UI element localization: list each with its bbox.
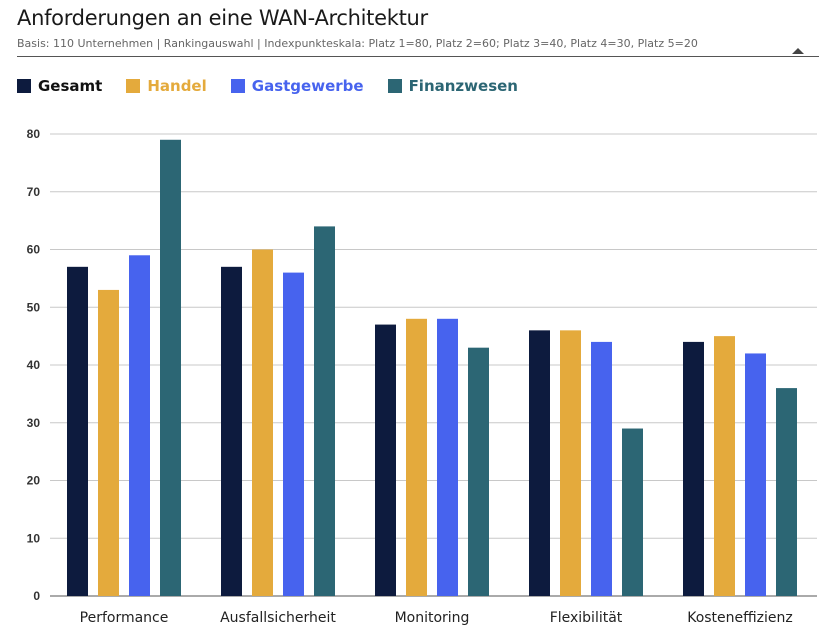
bar bbox=[406, 318, 427, 596]
legend-label: Handel bbox=[147, 77, 207, 95]
y-tick-label: 80 bbox=[27, 127, 41, 141]
legend-swatch bbox=[126, 79, 141, 93]
bar bbox=[776, 388, 797, 596]
bar bbox=[622, 428, 643, 596]
legend-label: Finanzwesen bbox=[408, 77, 518, 95]
chart-subtitle: Basis: 110 Unternehmen | Rankingauswahl … bbox=[17, 37, 698, 50]
bar bbox=[375, 324, 396, 596]
legend-item-gastgewerbe[interactable]: Gastgewerbe bbox=[230, 77, 364, 95]
bar bbox=[714, 336, 735, 596]
y-tick-label: 0 bbox=[33, 589, 40, 603]
bar bbox=[221, 266, 242, 596]
bar bbox=[529, 330, 550, 596]
y-tick-label: 70 bbox=[27, 185, 41, 199]
bar bbox=[67, 266, 88, 596]
x-category-label: Flexibilität bbox=[550, 610, 623, 626]
bar bbox=[745, 353, 766, 596]
legend-label: Gesamt bbox=[38, 77, 103, 95]
bar bbox=[160, 139, 181, 596]
legend-swatch bbox=[230, 79, 245, 93]
legend-item-handel[interactable]: Handel bbox=[126, 77, 207, 95]
chart-title: Anforderungen an eine WAN-Architektur bbox=[17, 6, 428, 30]
legend-swatch bbox=[17, 79, 31, 93]
y-tick-label: 10 bbox=[27, 531, 41, 545]
title-divider bbox=[17, 56, 819, 57]
x-category-label: Performance bbox=[80, 610, 169, 626]
bar bbox=[683, 341, 704, 596]
legend-item-gesamt[interactable]: Gesamt bbox=[17, 77, 102, 95]
bar bbox=[283, 272, 304, 596]
bar bbox=[129, 255, 150, 596]
legend-label: Gastgewerbe bbox=[251, 77, 364, 95]
y-tick-label: 50 bbox=[27, 300, 41, 314]
y-tick-label: 30 bbox=[27, 416, 41, 430]
bar bbox=[591, 341, 612, 596]
bar bbox=[437, 318, 458, 596]
chart-legend: Gesamt Handel Gastgewerbe Finanzwesen bbox=[17, 77, 518, 95]
bar bbox=[468, 347, 489, 596]
triangle-up-icon[interactable] bbox=[792, 48, 804, 54]
x-category-label: Ausfallsicherheit bbox=[220, 610, 336, 626]
x-category-label: Monitoring bbox=[395, 610, 470, 626]
bar bbox=[560, 330, 581, 596]
x-category-label: Kosteneffizienz bbox=[687, 610, 793, 626]
bar bbox=[314, 226, 335, 596]
y-tick-label: 60 bbox=[27, 243, 41, 257]
bar bbox=[252, 249, 273, 596]
y-tick-label: 40 bbox=[27, 358, 41, 372]
legend-item-finanzwesen[interactable]: Finanzwesen bbox=[387, 77, 518, 95]
bar bbox=[98, 289, 119, 596]
y-tick-label: 20 bbox=[27, 474, 41, 488]
legend-swatch bbox=[387, 79, 402, 93]
